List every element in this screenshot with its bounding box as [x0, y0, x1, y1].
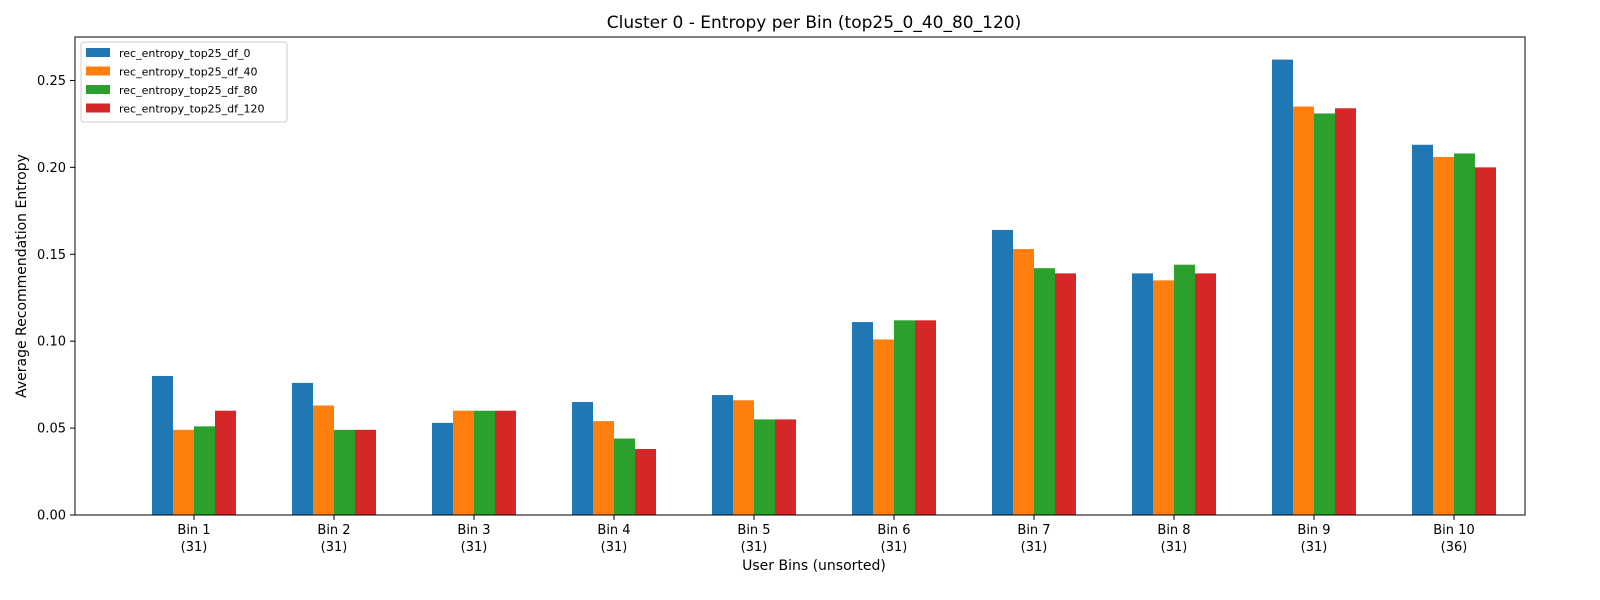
bar-2-7 — [1013, 249, 1034, 515]
x-tick-label: Bin 1 — [177, 523, 210, 538]
bar-3-3 — [474, 410, 495, 515]
x-tick-count-label: (31) — [1301, 540, 1328, 555]
bar-4-9 — [1335, 108, 1356, 516]
y-axis-label: Average Recommendation Entropy — [14, 154, 30, 398]
bar-1-1 — [152, 375, 173, 515]
bar-2-6 — [873, 339, 894, 515]
bar-3-6 — [894, 320, 915, 515]
y-tick-label: 0.10 — [37, 335, 66, 350]
bar-1-6 — [852, 322, 873, 515]
legend-label: rec_entropy_top25_df_40 — [119, 66, 258, 79]
legend-label: rec_entropy_top25_df_0 — [119, 47, 251, 60]
bar-3-9 — [1314, 113, 1335, 515]
legend-swatch — [86, 48, 110, 57]
bar-2-8 — [1153, 280, 1174, 515]
bar-1-4 — [572, 402, 593, 515]
x-axis: Bin 1 (31) Bin 2 (31) Bin 3 (31) Bin 4 (31) Bin … — [177, 515, 1475, 555]
chart-title: Cluster 0 - Entropy per Bin (top25_0_40_… — [607, 13, 1021, 33]
plot-frame — [74, 36, 1526, 516]
bar-2-1 — [173, 429, 194, 515]
legend: rec_entropy_top25_df_0 rec_entropy_top25_… — [80, 41, 288, 123]
x-tick-label: Bin 8 — [1157, 523, 1190, 538]
y-tick-label: 0.25 — [37, 74, 66, 89]
bar-4-2 — [355, 429, 376, 515]
x-tick-label: Bin 4 — [597, 523, 630, 538]
bar-4-3 — [495, 410, 516, 515]
bar-1-9 — [1272, 59, 1293, 515]
x-tick-count-label: (36) — [1441, 540, 1468, 555]
bar-3-2 — [334, 429, 355, 515]
bar-3-10 — [1454, 153, 1475, 515]
bar-4-10 — [1475, 167, 1496, 516]
x-axis-label: User Bins (unsorted) — [742, 558, 886, 574]
legend-swatch — [86, 103, 110, 113]
x-tick-count-label: (31) — [321, 540, 348, 555]
bar-4-1 — [215, 410, 236, 515]
bar-3-4 — [614, 438, 635, 515]
bar-3-5 — [754, 419, 775, 515]
bar-4-4 — [635, 448, 656, 515]
x-tick-label: Bin 9 — [1297, 523, 1330, 538]
legend-box — [80, 41, 288, 123]
x-tick-label: Bin 10 — [1433, 523, 1474, 538]
bar-2-9 — [1293, 106, 1314, 515]
x-tick-count-label: (31) — [1161, 540, 1188, 555]
y-tick-label: 0.15 — [37, 248, 66, 263]
x-tick-count-label: (31) — [1021, 540, 1048, 555]
legend-label: rec_entropy_top25_df_80 — [119, 84, 258, 97]
x-tick-count-label: (31) — [741, 540, 768, 555]
y-tick-label: 0.20 — [37, 161, 66, 176]
bar-1-8 — [1132, 273, 1153, 515]
legend-label: rec_entropy_top25_df_120 — [119, 103, 265, 116]
bar-2-4 — [593, 421, 614, 515]
x-tick-label: Bin 2 — [317, 523, 350, 538]
bar-2-10 — [1433, 156, 1454, 515]
x-tick-count-label: (31) — [181, 540, 208, 555]
bar-4-7 — [1055, 273, 1076, 515]
x-tick-count-label: (31) — [881, 540, 908, 555]
bar-1-2 — [292, 382, 313, 515]
y-tick-label: 0.05 — [37, 422, 66, 437]
bar-1-10 — [1412, 144, 1433, 515]
bar-3-7 — [1034, 268, 1055, 515]
bar-2-2 — [313, 405, 334, 515]
bar-4-6 — [915, 320, 936, 515]
bar-2-3 — [453, 410, 474, 515]
bar-4-8 — [1195, 273, 1216, 515]
legend-swatch — [86, 85, 110, 94]
x-tick-label: Bin 6 — [877, 523, 910, 538]
bar-1-5 — [712, 395, 733, 515]
legend-swatch — [86, 66, 110, 76]
bar-4-5 — [775, 419, 796, 515]
x-tick-label: Bin 7 — [1017, 523, 1050, 538]
bar-3-1 — [194, 426, 215, 515]
x-tick-label: Bin 3 — [457, 523, 490, 538]
x-tick-label: Bin 5 — [737, 523, 770, 538]
bar-1-7 — [992, 229, 1013, 515]
bar-2-5 — [733, 400, 754, 515]
y-tick-label: 0.00 — [37, 509, 66, 524]
x-tick-count-label: (31) — [601, 540, 628, 555]
y-axis: 0.00 0.05 0.10 0.15 0.20 0.25 — [37, 74, 75, 524]
bars-layer — [152, 59, 1496, 516]
bar-3-8 — [1174, 264, 1195, 515]
x-tick-count-label: (31) — [461, 540, 488, 555]
bar-1-3 — [432, 422, 453, 515]
